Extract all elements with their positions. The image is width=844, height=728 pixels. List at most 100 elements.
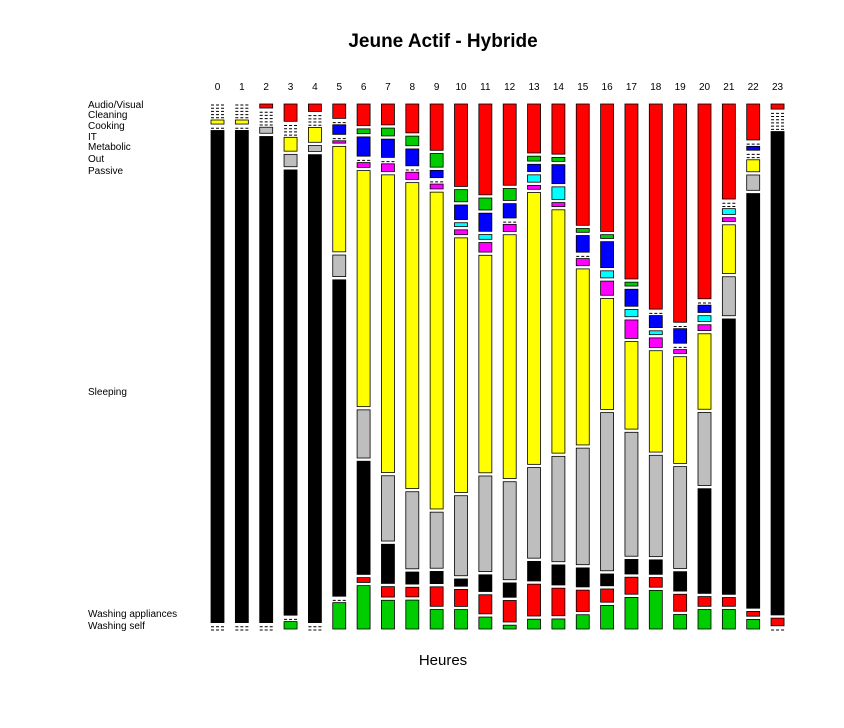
mosaic-tile [697,324,712,331]
mosaic-tile [429,103,444,151]
mosaic-tile [478,103,493,196]
mosaic-tile [697,609,712,630]
mosaic-tile [454,578,468,587]
mosaic-tile [624,288,639,307]
mosaic-tile [356,162,371,168]
mosaic-tile [283,103,298,122]
mosaic-tile [381,599,395,630]
mosaic-tile [575,567,590,588]
hour-label: 6 [361,82,367,93]
mosaic-tile [721,217,736,222]
hour-label: 8 [410,82,416,93]
mosaic-tile [502,481,517,581]
mosaic-tile [697,304,712,313]
mosaic-tile [648,337,663,348]
mosaic-tile [600,241,614,269]
hour-label: 14 [553,82,565,93]
mosaic-tile [478,594,493,615]
mosaic-tile [551,209,566,454]
hour-label: 22 [748,82,760,93]
mosaic-tile [478,616,493,630]
mosaic-tile [770,131,785,616]
mosaic-tile [405,171,420,180]
hour-label: 7 [385,82,391,93]
mosaic-tile [307,127,322,143]
mosaic-tile [502,582,517,598]
mosaic-tile [259,136,274,624]
mosaic-tile [429,571,444,585]
mosaic-tile [356,103,371,127]
category-label: Cooking [88,121,125,132]
mosaic-tile [478,242,493,253]
mosaic-tile [356,460,371,575]
mosaic-tile [697,412,712,486]
mosaic-tile [551,564,566,586]
mosaic-tile [746,193,761,609]
mosaic-tile [600,270,614,279]
mosaic-tile [527,155,541,162]
mosaic-tile [551,164,566,185]
mosaic-tile [624,309,639,318]
mosaic-tile [283,153,298,168]
mosaic-tile [673,614,688,630]
mosaic-tile [648,350,663,453]
mosaic-tile [356,409,371,459]
mosaic-tile [332,140,347,144]
mosaic-tile [551,587,566,617]
hour-label: 18 [650,82,662,93]
mosaic-tile [697,488,712,594]
mosaic-tile [454,495,468,577]
mosaic-tile [673,349,688,354]
mosaic-tile [648,577,663,588]
mosaic-tile [429,183,444,190]
mosaic-tile [381,475,395,542]
mosaic-tile [746,619,761,630]
mosaic-tile [454,103,468,187]
mosaic-tile [673,466,688,569]
category-label: Washing self [88,621,145,632]
mosaic-tile [673,356,688,464]
mosaic-tile [332,254,347,278]
mosaic-tile [600,588,614,603]
mosaic-tile [624,576,639,595]
mosaic-tile [405,571,420,585]
hour-label: 2 [263,82,269,93]
mosaic-tile [502,103,517,186]
category-label: Sleeping [88,387,127,398]
mosaic-tile [527,192,541,465]
mosaic-tile [454,589,468,607]
mosaic-tile [502,234,517,479]
mosaic-tile [551,186,566,200]
category-label: Passive [88,166,123,177]
mosaic-tile [478,574,493,592]
category-label: Out [88,154,104,165]
mosaic-tile [721,597,736,607]
category-label: Audio/Visual [88,100,143,111]
mosaic-tile [332,145,347,253]
mosaic-tile [429,586,444,607]
mosaic-tile [478,475,493,572]
category-label: Cleaning [88,110,127,121]
mosaic-tile [770,617,785,627]
mosaic-tile [673,571,688,592]
category-label: Washing appliances [88,609,177,620]
mosaic-tile [648,559,663,575]
mosaic-tile [575,258,590,267]
hour-label: 21 [723,82,735,93]
mosaic-tile [381,174,395,473]
mosaic-tile [648,315,663,329]
mosaic-tile [575,447,590,566]
mosaic-tile [332,602,347,630]
hour-label: 13 [528,82,540,93]
mosaic-tile [624,319,639,339]
mosaic-tile [502,203,517,219]
mosaic-tile [527,174,541,183]
mosaic-tile [332,103,347,119]
mosaic-tile [575,103,590,226]
mosaic-tile [673,328,688,344]
mosaic-tile [697,315,712,322]
mosaic-tile [600,234,614,239]
mosaic-tile [673,593,688,612]
mosaic-tile [721,318,736,595]
mosaic-tile [454,189,468,203]
